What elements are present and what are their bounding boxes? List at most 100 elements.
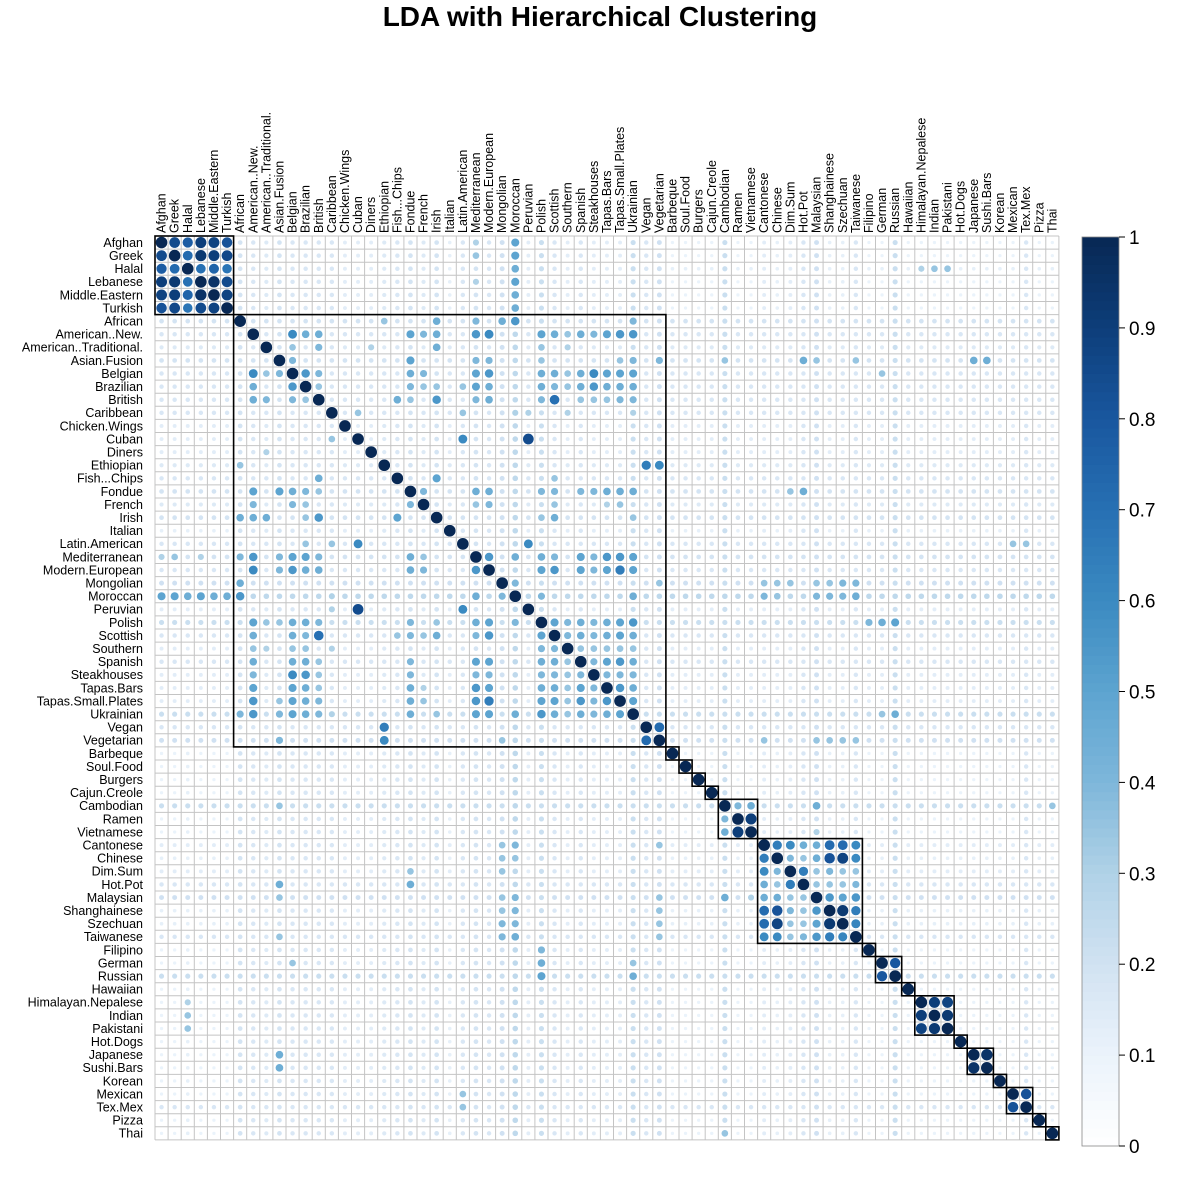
cell-Sushi.Bars-Belgian <box>289 1065 296 1071</box>
cell-American..New.-Irish <box>432 329 442 339</box>
cell-Middle.Eastern-Vegetarian <box>656 291 663 299</box>
cell-Lebanese-Ukrainian <box>629 278 637 286</box>
cluster-box-Soul.Food-Soul.Food <box>678 759 693 774</box>
cell-Tapas.Bars-Dim.Sum <box>787 685 793 691</box>
cell-Szechuan-British <box>315 920 322 927</box>
cell-German-Hot.Pot <box>800 960 807 966</box>
cell-Mexican-Indian <box>932 1091 937 1097</box>
cell-Southern-Fish...Chips <box>394 645 401 652</box>
cell-Thai-Soul.Food <box>683 1131 688 1136</box>
cell-Cambodian-Hawaiian <box>905 802 912 810</box>
cell-Cajun.Creole-Cambodian <box>721 789 729 796</box>
col-label-Fondue: Fondue <box>403 191 417 233</box>
cell-Halal-Lebanese <box>195 263 207 275</box>
cell-Vietnamese-Sushi.Bars <box>984 829 990 835</box>
cell-African-Halal <box>184 318 191 325</box>
cell-Russian-Fondue <box>407 972 414 980</box>
cell-Halal-Turkish <box>221 263 233 275</box>
cell-Turkish-Sushi.Bars <box>984 305 990 311</box>
cell-Hawaiian-Peruvian <box>525 986 531 992</box>
col-label-Vietnamese: Vietnamese <box>744 167 758 233</box>
cell-Irish-Ukrainian <box>629 513 638 522</box>
cell-Filipino-Burgers <box>696 947 701 953</box>
cell-Polish-Shanghainese <box>826 619 833 626</box>
cell-Pizza-Pakistani <box>945 1117 950 1123</box>
cell-Vegetarian-Russian <box>891 737 899 744</box>
cell-Irish-Barbeque <box>669 514 676 521</box>
cell-Barbeque-Greek <box>172 751 177 756</box>
cell-Tex.Mex-Fish...Chips <box>394 1104 401 1110</box>
cell-Mongolian-Halal <box>184 580 191 587</box>
cell-Ramen-Asian.Fusion <box>276 815 283 822</box>
cell-Peruvian-Mexican <box>1010 606 1016 612</box>
cell-Mexican-Mexican <box>1006 1087 1020 1101</box>
cell-Steakhouses-Cajun.Creole <box>709 672 715 678</box>
cell-Vegetarian-Vietnamese <box>747 737 755 744</box>
cell-Taiwanese-German <box>879 934 885 940</box>
cell-Tex.Mex-Irish <box>433 1104 440 1111</box>
cell-Lebanese-Indian <box>932 279 937 285</box>
cell-Latin.American-Turkish <box>224 541 230 547</box>
cell-Southern-Halal <box>185 646 191 652</box>
cell-Szechuan-Dim.Sum <box>786 919 795 928</box>
cell-Middle.Eastern-Filipino <box>866 292 872 298</box>
cell-Diners-Korean <box>997 449 1003 455</box>
cell-Mediterranean-Cajun.Creole <box>708 553 715 560</box>
cell-Modern.European-French <box>419 565 428 575</box>
cell-Tapas.Bars-Lebanese <box>198 685 204 691</box>
cell-Vegetarian-Italian <box>446 737 453 744</box>
cell-Szechuan-Belgian <box>289 920 296 927</box>
cell-Tapas.Small.Plates-Malaysian <box>813 697 820 705</box>
cell-French-Vegetarian <box>656 501 663 508</box>
col-label-Hot.Pot: Hot.Pot <box>796 191 810 233</box>
cell-Cuban-Tapas.Bars <box>604 436 610 442</box>
cell-Vegetarian-Burgers <box>695 737 702 744</box>
cell-Irish-African <box>235 513 245 523</box>
cell-Pizza-Burgers <box>696 1117 701 1123</box>
cell-Mexican-Barbeque <box>670 1091 675 1097</box>
cell-Taiwanese-Taiwanese <box>849 930 863 944</box>
cell-Brazilian-Dim.Sum <box>787 383 794 390</box>
cell-Halal-Malaysian <box>813 265 820 272</box>
cell-Greek-Caribbean <box>329 252 335 259</box>
cell-Ramen-British <box>315 816 322 822</box>
cell-Sushi.Bars-Dim.Sum <box>787 1065 793 1071</box>
cell-Spanish-Hawaiian <box>905 658 912 665</box>
cell-Vegetarian-Mongolian <box>498 736 507 745</box>
cell-Mediterranean-Soul.Food <box>682 553 689 560</box>
cell-Ukrainian-Indian <box>931 710 938 718</box>
cell-Lebanese-Soul.Food <box>683 279 688 285</box>
cell-Greek-Szechuan <box>840 253 846 259</box>
cell-Mongolian-Ethiopian <box>381 580 388 587</box>
cell-Modern.European-Cuban <box>355 567 361 573</box>
cell-Belgian-Diners <box>368 370 374 377</box>
cell-Steakhouses-Hot.Pot <box>800 672 807 678</box>
cell-Burgers-Lebanese <box>198 777 204 782</box>
cell-Vietnamese-Asian.Fusion <box>276 829 283 836</box>
cell-Lebanese-Dim.Sum <box>787 279 793 285</box>
cell-Indian-Belgian <box>289 1012 296 1019</box>
cell-British-Filipino <box>866 396 872 403</box>
cell-Fish...Chips-Turkish <box>224 475 230 482</box>
cell-Chinese-Russian <box>891 855 899 862</box>
cell-Tex.Mex-Spanish <box>577 1104 584 1110</box>
cell-Asian.Fusion-Hot.Pot <box>799 356 808 365</box>
cell-Diners-Halal <box>185 449 191 455</box>
cell-Shanghainese-Caribbean <box>329 907 335 914</box>
cell-Japanese-Ethiopian <box>381 1052 387 1058</box>
cell-Vegan-Fish...Chips <box>394 724 401 731</box>
cell-Cantonese-Chinese <box>771 839 783 851</box>
cell-Hot.Pot-Lebanese <box>198 881 204 888</box>
cell-Middle.Eastern-Hawaiian <box>905 292 911 298</box>
cell-French-Brazilian <box>301 500 310 509</box>
cell-Hawaiian-Barbeque <box>670 986 675 992</box>
cell-Moroccan-Cuban <box>354 592 362 600</box>
cell-Filipino-Moroccan <box>511 946 519 954</box>
cell-Hot.Dogs-Japanese <box>971 1039 977 1044</box>
cell-Tex.Mex-Tex.Mex <box>1019 1100 1033 1114</box>
cell-Mediterranean-Barbeque <box>669 553 676 560</box>
cell-Southern-Tapas.Bars <box>603 644 611 653</box>
cell-Middle.Eastern-Vegan <box>643 292 650 298</box>
cell-Japanese-Chinese <box>774 1052 780 1058</box>
cell-Mediterranean-Ethiopian <box>381 553 388 560</box>
